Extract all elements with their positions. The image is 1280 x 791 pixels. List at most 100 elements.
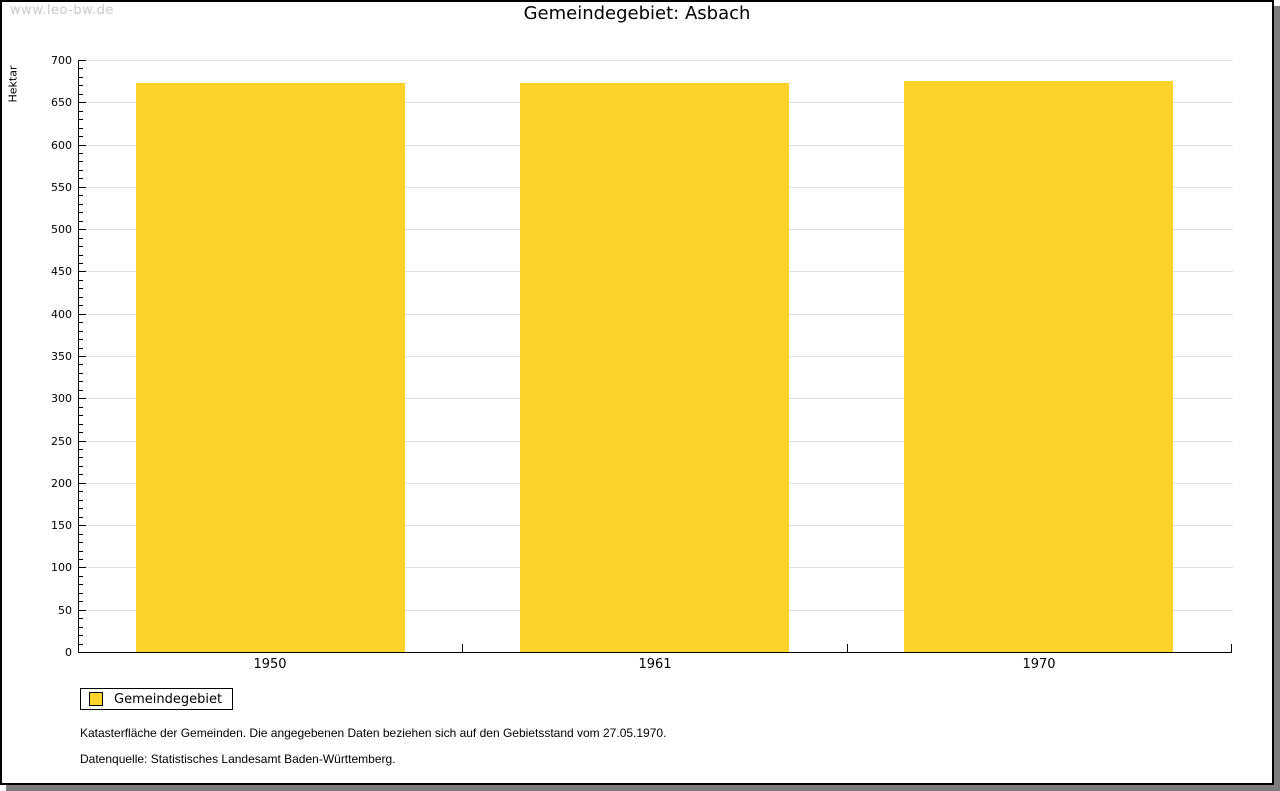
y-major-tick xyxy=(79,441,86,442)
y-minor-tick xyxy=(79,381,83,382)
y-tick-label: 300 xyxy=(51,392,72,405)
frame-shadow-bottom xyxy=(6,785,1280,791)
y-minor-tick xyxy=(79,432,83,433)
x-tick-label: 1970 xyxy=(1022,657,1056,672)
y-minor-tick xyxy=(79,246,83,247)
y-minor-tick xyxy=(79,204,83,205)
y-minor-tick xyxy=(79,500,83,501)
y-minor-tick xyxy=(79,517,83,518)
y-major-tick xyxy=(79,271,86,272)
y-minor-tick xyxy=(79,449,83,450)
y-tick-label: 100 xyxy=(51,561,72,574)
y-major-tick xyxy=(79,60,86,61)
y-minor-tick xyxy=(79,212,83,213)
y-minor-tick xyxy=(79,94,83,95)
y-minor-tick xyxy=(79,178,83,179)
y-minor-tick xyxy=(79,474,83,475)
gridline xyxy=(79,60,1233,61)
bar-1970 xyxy=(904,81,1173,652)
footnote-source-note: Katasterfläche der Gemeinden. Die angege… xyxy=(80,726,667,740)
y-major-tick xyxy=(79,356,86,357)
y-minor-tick xyxy=(79,491,83,492)
y-minor-tick xyxy=(79,601,83,602)
y-tick-label: 200 xyxy=(51,477,72,490)
frame-shadow-right xyxy=(1274,6,1280,785)
y-minor-tick xyxy=(79,170,83,171)
y-major-tick xyxy=(79,525,86,526)
bar-1961 xyxy=(520,82,789,652)
y-major-tick xyxy=(79,187,86,188)
y-minor-tick xyxy=(79,280,83,281)
y-minor-tick xyxy=(79,297,83,298)
y-minor-tick xyxy=(79,195,83,196)
y-minor-tick xyxy=(79,635,83,636)
y-tick-label: 0 xyxy=(65,646,72,659)
y-major-tick xyxy=(79,567,86,568)
y-minor-tick xyxy=(79,322,83,323)
y-minor-tick xyxy=(79,136,83,137)
x-boundary-tick xyxy=(462,644,463,652)
y-minor-tick xyxy=(79,576,83,577)
y-minor-tick xyxy=(79,221,83,222)
y-minor-tick xyxy=(79,331,83,332)
y-major-tick xyxy=(79,314,86,315)
x-boundary-tick xyxy=(847,644,848,652)
y-tick-label: 50 xyxy=(58,604,72,617)
y-minor-tick xyxy=(79,364,83,365)
y-minor-tick xyxy=(79,551,83,552)
y-minor-tick xyxy=(79,424,83,425)
footnote-data-source: Datenquelle: Statistisches Landesamt Bad… xyxy=(80,752,396,766)
y-minor-tick xyxy=(79,559,83,560)
y-major-tick xyxy=(79,610,86,611)
y-minor-tick xyxy=(79,339,83,340)
y-major-tick xyxy=(79,102,86,103)
y-minor-tick xyxy=(79,627,83,628)
y-minor-tick xyxy=(79,348,83,349)
y-tick-label: 600 xyxy=(51,139,72,152)
y-minor-tick xyxy=(79,161,83,162)
y-minor-tick xyxy=(79,153,83,154)
y-minor-tick xyxy=(79,288,83,289)
x-axis-line xyxy=(78,652,1232,653)
legend: Gemeindegebiet xyxy=(80,688,233,710)
y-tick-label: 450 xyxy=(51,265,72,278)
y-tick-label: 650 xyxy=(51,96,72,109)
y-major-tick xyxy=(79,145,86,146)
y-tick-label: 500 xyxy=(51,223,72,236)
y-minor-tick xyxy=(79,534,83,535)
y-minor-tick xyxy=(79,508,83,509)
y-minor-tick xyxy=(79,128,83,129)
y-minor-tick xyxy=(79,644,83,645)
y-minor-tick xyxy=(79,618,83,619)
y-major-tick xyxy=(79,483,86,484)
y-minor-tick xyxy=(79,542,83,543)
y-minor-tick xyxy=(79,390,83,391)
chart-title: Gemeindegebiet: Asbach xyxy=(523,3,751,24)
y-tick-label: 700 xyxy=(51,54,72,67)
y-minor-tick xyxy=(79,119,83,120)
y-minor-tick xyxy=(79,584,83,585)
x-tick-label: 1950 xyxy=(253,657,287,672)
y-axis-line xyxy=(78,60,79,653)
y-minor-tick xyxy=(79,238,83,239)
y-tick-label: 250 xyxy=(51,435,72,448)
x-boundary-tick xyxy=(1231,644,1232,652)
y-major-tick xyxy=(79,229,86,230)
y-tick-label: 400 xyxy=(51,308,72,321)
y-minor-tick xyxy=(79,415,83,416)
y-minor-tick xyxy=(79,457,83,458)
x-tick-label: 1961 xyxy=(638,657,672,672)
y-minor-tick xyxy=(79,466,83,467)
legend-swatch xyxy=(89,692,103,706)
y-minor-tick xyxy=(79,373,83,374)
y-minor-tick xyxy=(79,305,83,306)
y-major-tick xyxy=(79,652,86,653)
y-minor-tick xyxy=(79,255,83,256)
y-tick-label: 150 xyxy=(51,519,72,532)
y-minor-tick xyxy=(79,111,83,112)
y-major-tick xyxy=(79,398,86,399)
legend-label: Gemeindegebiet xyxy=(114,691,223,707)
bar-1950 xyxy=(136,82,405,652)
